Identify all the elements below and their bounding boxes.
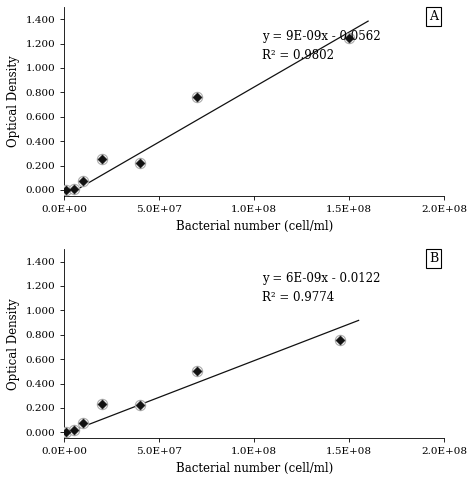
Point — [336, 336, 343, 344]
Point — [137, 401, 144, 409]
Point — [193, 94, 201, 101]
Point — [70, 185, 78, 193]
Text: y = 6E-09x - 0.0122: y = 6E-09x - 0.0122 — [262, 272, 380, 285]
Text: A: A — [429, 10, 438, 23]
Text: B: B — [429, 252, 438, 265]
Point — [70, 426, 78, 434]
Point — [336, 336, 343, 344]
Y-axis label: Optical Density: Optical Density — [7, 56, 20, 147]
Point — [80, 177, 87, 185]
Y-axis label: Optical Density: Optical Density — [7, 298, 20, 390]
Point — [346, 34, 353, 42]
Point — [70, 185, 78, 193]
Point — [99, 400, 106, 408]
Point — [193, 94, 201, 101]
Text: y = 9E-09x - 0.0562: y = 9E-09x - 0.0562 — [262, 29, 381, 42]
Point — [80, 419, 87, 427]
Point — [63, 428, 70, 436]
Text: R² = 0.9774: R² = 0.9774 — [262, 291, 334, 304]
Point — [193, 367, 201, 375]
Point — [137, 159, 144, 166]
X-axis label: Bacterial number (cell/ml): Bacterial number (cell/ml) — [175, 220, 333, 233]
Point — [99, 155, 106, 163]
Text: R² = 0.9802: R² = 0.9802 — [262, 49, 334, 62]
X-axis label: Bacterial number (cell/ml): Bacterial number (cell/ml) — [175, 462, 333, 475]
Point — [63, 428, 70, 436]
Point — [346, 34, 353, 42]
Point — [193, 367, 201, 375]
Point — [137, 159, 144, 166]
Point — [80, 177, 87, 185]
Point — [63, 186, 70, 193]
Point — [99, 400, 106, 408]
Point — [80, 419, 87, 427]
Point — [137, 401, 144, 409]
Point — [99, 155, 106, 163]
Point — [70, 426, 78, 434]
Point — [63, 186, 70, 193]
